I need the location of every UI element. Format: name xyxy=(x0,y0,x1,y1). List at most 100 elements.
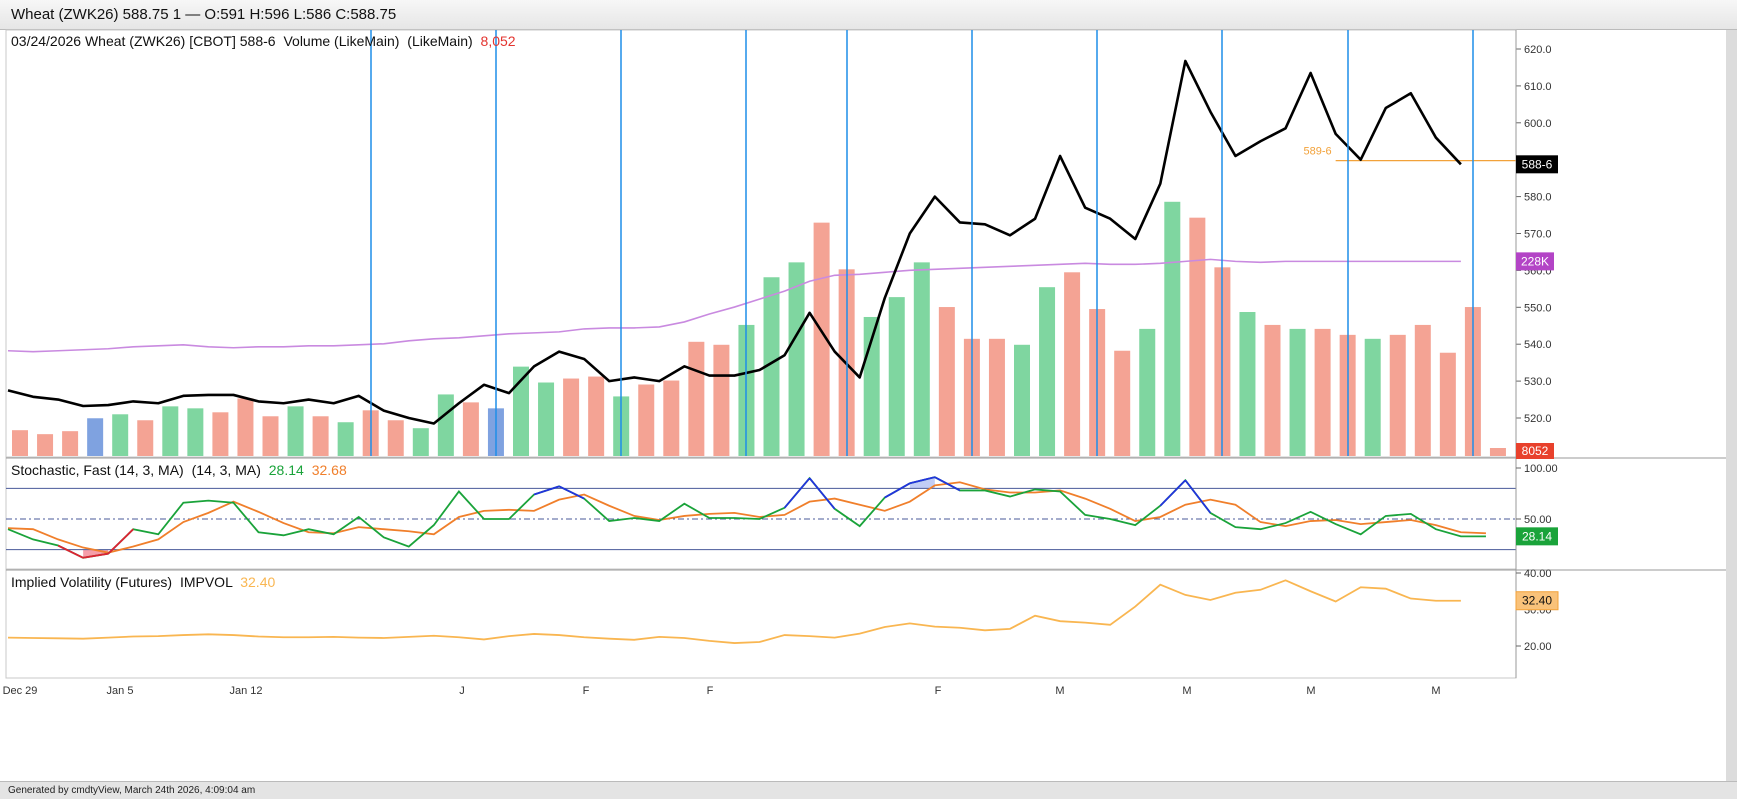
volume-bar xyxy=(237,398,254,456)
price-axis-label: 540.0 xyxy=(1524,339,1552,351)
overbought-segment xyxy=(808,477,836,510)
volume-bar xyxy=(137,420,154,456)
volume-bar xyxy=(262,416,279,456)
oversold-segment xyxy=(57,544,84,559)
x-axis-label: F xyxy=(583,685,590,697)
volume-bar xyxy=(287,406,304,456)
price-axis-label: 580.0 xyxy=(1524,192,1552,204)
volume-bar xyxy=(538,382,555,456)
volume-bar xyxy=(462,402,479,456)
overbought-fill xyxy=(909,477,935,489)
overbought-segment xyxy=(909,476,936,485)
overbought-segment xyxy=(1159,479,1186,507)
generated-by-footer: Generated by cmdtyView, March 24th 2026,… xyxy=(0,781,1737,799)
iv-legend: Implied Volatility (Futures) IMPVOL 32.4… xyxy=(11,574,275,590)
volume-bar xyxy=(813,222,830,456)
x-axis-band xyxy=(0,679,1737,701)
stochastic-d-line xyxy=(7,481,1486,554)
volume-bar xyxy=(1064,272,1081,456)
x-axis-label: F xyxy=(935,685,942,697)
volume-bar xyxy=(1414,324,1431,456)
volume-bar xyxy=(688,341,705,456)
reference-price-label: 589-6 xyxy=(1304,146,1332,158)
x-axis-label: F xyxy=(707,685,714,697)
volume-bar xyxy=(162,406,179,456)
iv-plot xyxy=(7,579,1461,644)
volume-ma-line xyxy=(7,258,1461,353)
volume-bar xyxy=(888,297,905,456)
stochastic-legend: Stochastic, Fast (14, 3, MA) (14, 3, MA)… xyxy=(11,462,347,478)
volume-bar xyxy=(1364,338,1381,456)
stochastic-k-badge: 28.14 xyxy=(1516,527,1558,546)
volume-bar xyxy=(412,428,429,456)
svg-text:588-6: 588-6 xyxy=(1522,157,1553,171)
volume-bar xyxy=(387,420,404,456)
volume-bar xyxy=(1439,352,1456,456)
volume-bar xyxy=(663,380,680,456)
right-scroll-strip[interactable] xyxy=(1726,30,1737,781)
volume-bar xyxy=(563,378,580,456)
volume-bar xyxy=(337,422,354,456)
stochastic-plot xyxy=(6,476,1516,559)
stochastic-axis-label: 50.00 xyxy=(1524,514,1552,526)
overbought-segment xyxy=(1184,479,1212,514)
svg-text:8052: 8052 xyxy=(1522,444,1549,458)
volume-bar xyxy=(1139,328,1156,456)
volume-bar xyxy=(1014,344,1030,456)
price-axis-label: 570.0 xyxy=(1524,229,1552,241)
overbought-segment xyxy=(558,485,585,500)
volume-bar xyxy=(1114,350,1131,456)
volume-bar xyxy=(763,277,780,456)
volume-bar xyxy=(62,431,79,456)
volume-bar xyxy=(1389,334,1406,456)
price-line xyxy=(7,59,1462,425)
volume-bar xyxy=(437,394,454,456)
price-axis-label: 620.0 xyxy=(1524,44,1552,56)
volume-bar xyxy=(513,366,529,456)
price-axis-label: 610.0 xyxy=(1524,81,1552,93)
iv-last-badge: 32.40 xyxy=(1515,591,1559,611)
last-price-badge: 588-6 xyxy=(1516,155,1558,174)
oversold-segment xyxy=(107,528,134,555)
overbought-segment xyxy=(533,485,560,496)
volume-last-badge: 8052 xyxy=(1516,443,1554,459)
x-axis-label: J xyxy=(459,685,465,697)
volume-bar xyxy=(713,344,730,456)
x-axis-label: Jan 12 xyxy=(229,685,262,697)
volume-ma-line-group xyxy=(7,258,1461,353)
volume-ma-badge: 228K xyxy=(1516,252,1554,271)
oversold-segment xyxy=(83,552,109,559)
volume-bar xyxy=(187,408,204,456)
volume-bar xyxy=(212,412,229,456)
volume-bar xyxy=(1489,448,1506,456)
price-panel-legend: 03/24/2026 Wheat (ZWK26) [CBOT] 588-6 Vo… xyxy=(11,33,516,49)
price-axis-label: 550.0 xyxy=(1524,302,1552,314)
overbought-segment xyxy=(884,482,911,499)
volume-bars xyxy=(12,201,1506,456)
overbought-segment xyxy=(783,477,811,509)
x-axis-label: Jan 5 xyxy=(107,685,134,697)
price-axis-label: 530.0 xyxy=(1524,376,1552,388)
volume-bar xyxy=(312,416,329,456)
volume-bar xyxy=(1039,287,1056,456)
iv-axis-label: 40.00 xyxy=(1524,568,1552,580)
volume-bar xyxy=(112,414,129,456)
volume-bar xyxy=(1264,324,1281,456)
stochastic-axis-label: 100.00 xyxy=(1524,463,1558,475)
svg-text:32.40: 32.40 xyxy=(1522,594,1552,608)
volume-bar xyxy=(1314,328,1331,456)
volume-bar xyxy=(1164,201,1181,456)
iv-axis-label: 20.00 xyxy=(1524,641,1552,653)
volume-bar xyxy=(588,376,605,456)
volume-bar xyxy=(913,262,930,456)
x-axis-label: M xyxy=(1431,685,1440,697)
x-axis-label: M xyxy=(1306,685,1315,697)
volume-bar xyxy=(938,307,955,456)
volume-bar xyxy=(988,338,1005,456)
svg-text:228K: 228K xyxy=(1521,254,1549,268)
volume-bar xyxy=(788,262,805,456)
volume-bar xyxy=(37,434,54,456)
svg-text:28.14: 28.14 xyxy=(1522,529,1552,543)
x-axis-label: M xyxy=(1055,685,1064,697)
